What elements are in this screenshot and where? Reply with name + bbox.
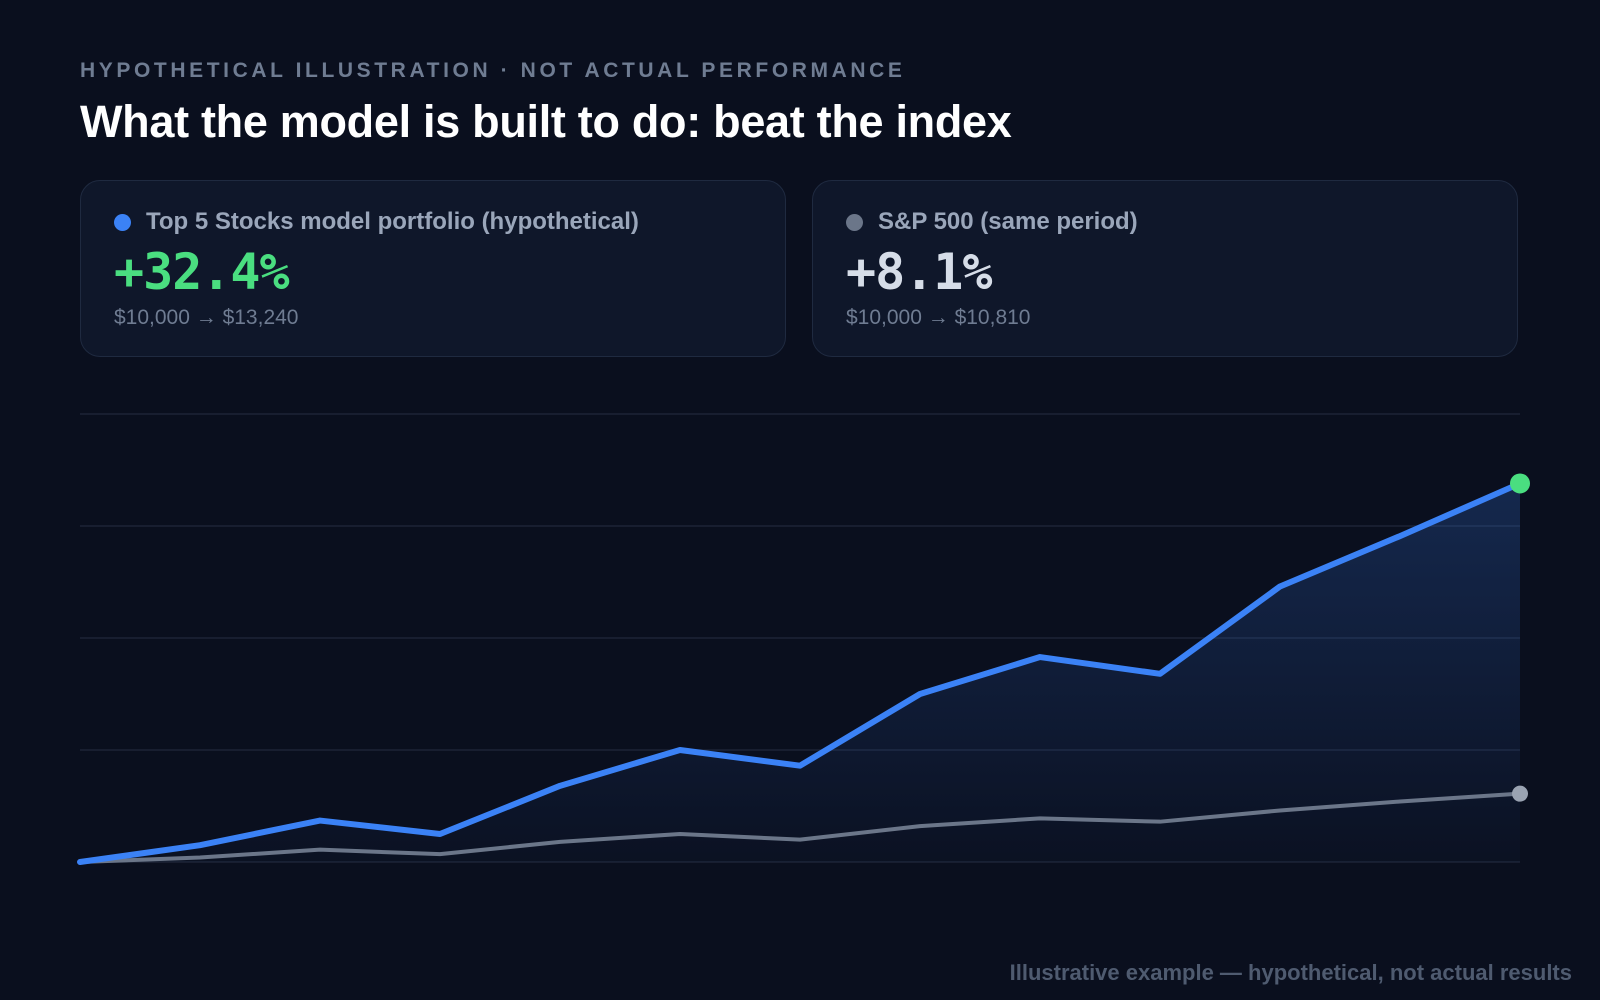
index-endpoint-marker: [1512, 785, 1528, 802]
model-legend-dot: [114, 213, 131, 231]
model-legend-label: Top 5 Stocks model portfolio (hypothetic…: [146, 208, 639, 235]
index-growth-text: $10,000 → $10,810: [846, 306, 1031, 329]
model-return-value: +32.4%: [114, 243, 290, 301]
line-layer: [77, 480, 1523, 865]
gridlines: [80, 413, 1520, 863]
index-series-line: [78, 791, 1522, 864]
index-card: S&P 500 (same period) +8.1% $10,000 → $1…: [812, 180, 1518, 357]
eyebrow-label: HYPOTHETICAL ILLUSTRATION · NOT ACTUAL P…: [80, 59, 906, 82]
page-title: What the model is built to do: beat the …: [80, 96, 1012, 147]
model-area-fill: [80, 483, 1520, 862]
model-legend-row: Top 5 Stocks model portfolio (hypothetic…: [114, 208, 639, 236]
index-legend-dot: [846, 213, 863, 231]
index-return-value: +8.1%: [846, 243, 993, 301]
model-portfolio-card: Top 5 Stocks model portfolio (hypothetic…: [80, 180, 786, 357]
endpoint-layer: [1510, 473, 1530, 802]
index-legend-row: S&P 500 (same period): [846, 208, 1138, 236]
model-growth-text: $10,000 → $13,240: [114, 306, 299, 329]
index-legend-label: S&P 500 (same period): [878, 208, 1138, 235]
area-layer: [80, 483, 1520, 862]
model-series-line: [77, 480, 1523, 865]
footer-note: Illustrative example — hypothetical, not…: [1009, 960, 1572, 985]
model-endpoint-marker: [1510, 473, 1530, 494]
